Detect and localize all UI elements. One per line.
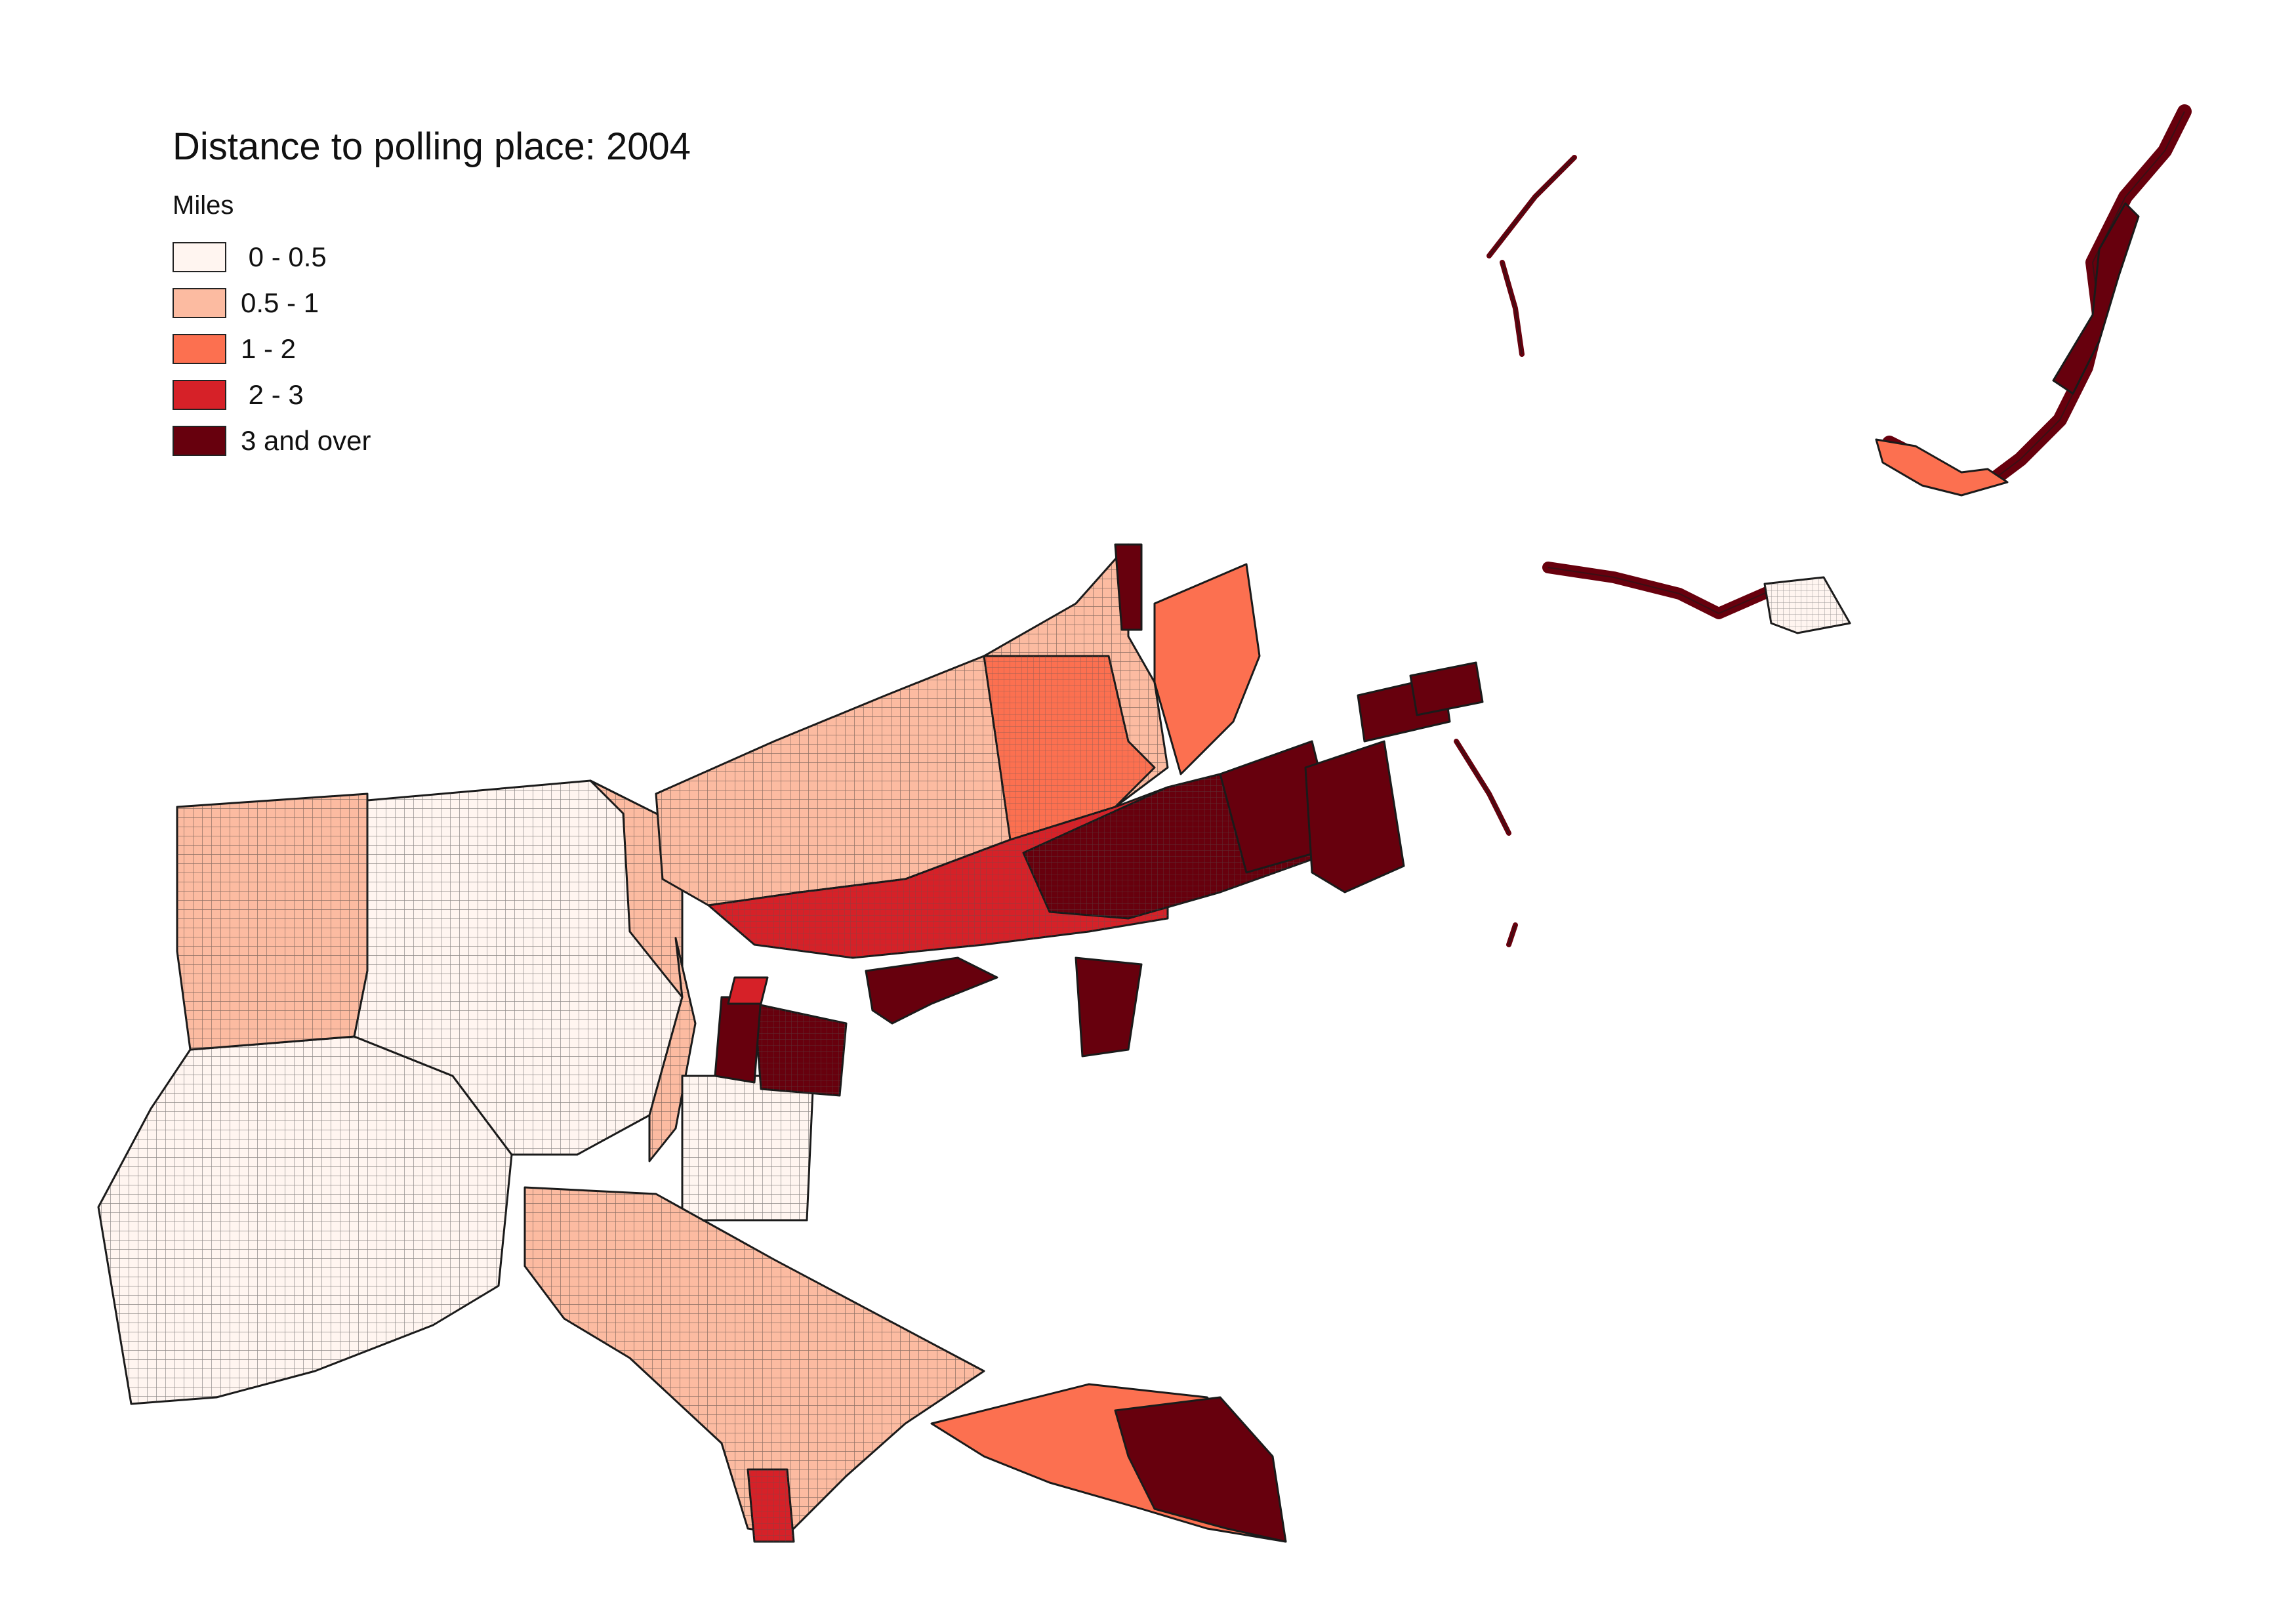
legend-label: 3 and over (241, 425, 371, 456)
region-michoud (1075, 956, 1143, 1058)
legend-item: 0 - 0.5 (173, 237, 691, 277)
region-lake-north (2052, 202, 2140, 395)
legend-swatch (173, 242, 226, 272)
legend-label: 0.5 - 1 (241, 287, 319, 318)
region-lake-bend (1875, 438, 2009, 497)
legend-item: 3 and over (173, 421, 691, 461)
region-mid-city (353, 779, 684, 1156)
legend-swatch (173, 288, 226, 318)
region-east-hamlet (1763, 576, 1851, 634)
legend-item: 2 - 3 (173, 375, 691, 415)
legend-swatch (173, 426, 226, 456)
legend-swatch (173, 380, 226, 410)
region-uptown (97, 1035, 513, 1405)
region-upper-ninth (681, 1075, 815, 1222)
legend-item: 0.5 - 1 (173, 283, 691, 323)
region-east-lower (707, 786, 1169, 959)
legend-item: 1 - 2 (173, 329, 691, 369)
legend-label: 2 - 3 (241, 379, 304, 410)
region-east-corridor-a (1486, 155, 1577, 258)
legend-units-label: Miles (173, 191, 234, 220)
region-east-middle (983, 655, 1156, 841)
region-algiers-south (747, 1468, 795, 1543)
legend-swatch (173, 334, 226, 364)
region-nasa (1304, 740, 1405, 894)
region-english-turn-far (1114, 1396, 1287, 1543)
region-lower-ninth-strip (714, 996, 762, 1084)
map-title: Distance to polling place: 2004 (173, 125, 691, 168)
legend-label: 1 - 2 (241, 333, 297, 364)
region-east-corridor-b (1500, 260, 1525, 357)
region-lakeview (176, 792, 369, 1051)
legend-items: 0 - 0.5 0.5 - 1 1 - 2 2 - 3 3 and over (173, 237, 691, 461)
legend-label: 0 - 0.5 (241, 241, 327, 272)
region-rigolets-curve (1882, 104, 2192, 493)
region-east-tip (1114, 543, 1143, 631)
region-bywater (648, 937, 697, 1162)
region-east-upper (1153, 563, 1261, 775)
region-east-wedge (865, 956, 998, 1025)
region-east-strip-b (1409, 661, 1484, 716)
map-legend: Distance to polling place: 2004 Miles 0 … (173, 125, 691, 467)
region-eastbank-small (727, 976, 769, 1005)
region-lower-ninth-grid (753, 1002, 848, 1097)
